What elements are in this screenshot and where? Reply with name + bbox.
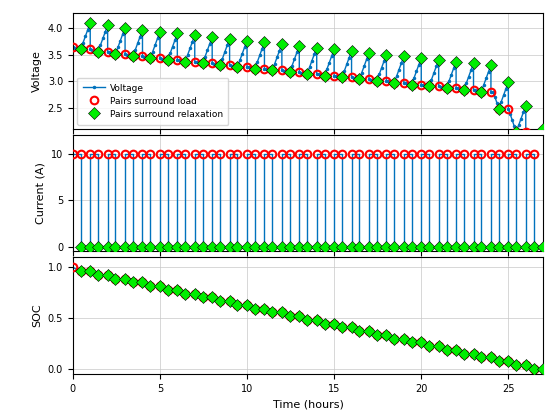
Pairs surround load	[348, 75, 355, 80]
Pairs surround relaxation	[366, 50, 372, 55]
Voltage	[197, 60, 204, 66]
Pairs surround load	[69, 45, 76, 50]
Voltage	[391, 80, 398, 85]
Pairs surround relaxation	[87, 21, 94, 26]
Legend: Voltage, Pairs surround load, Pairs surround relaxation: Voltage, Pairs surround load, Pairs surr…	[77, 78, 228, 125]
Voltage	[87, 21, 94, 26]
Voltage	[89, 47, 96, 52]
Pairs surround relaxation	[261, 40, 268, 45]
Voltage	[540, 126, 547, 131]
Pairs surround load	[383, 79, 390, 84]
Y-axis label: Voltage: Voltage	[32, 50, 42, 92]
Voltage	[143, 55, 150, 60]
Voltage	[339, 75, 346, 80]
Line: Voltage: Voltage	[72, 22, 544, 157]
Pairs surround relaxation	[356, 77, 363, 82]
Y-axis label: SOC: SOC	[32, 304, 42, 327]
Voltage	[69, 45, 76, 50]
Pairs surround relaxation	[165, 58, 171, 63]
Pairs surround load	[339, 75, 346, 80]
Voltage	[232, 64, 239, 69]
Pairs surround relaxation	[540, 126, 547, 131]
Pairs surround relaxation	[530, 153, 537, 158]
Pairs surround load	[321, 73, 328, 78]
Pairs surround relaxation	[339, 75, 346, 80]
Pairs surround load	[147, 56, 153, 61]
X-axis label: Time (hours): Time (hours)	[273, 399, 343, 409]
Pairs surround relaxation	[400, 54, 407, 59]
Pairs surround relaxation	[77, 47, 84, 52]
Line: Pairs surround load: Pairs surround load	[69, 43, 538, 160]
Line: Pairs surround relaxation: Pairs surround relaxation	[76, 18, 548, 160]
Voltage	[530, 153, 537, 158]
Pairs surround load	[530, 153, 537, 158]
Pairs surround load	[244, 64, 250, 69]
Y-axis label: Current (A): Current (A)	[35, 162, 45, 224]
